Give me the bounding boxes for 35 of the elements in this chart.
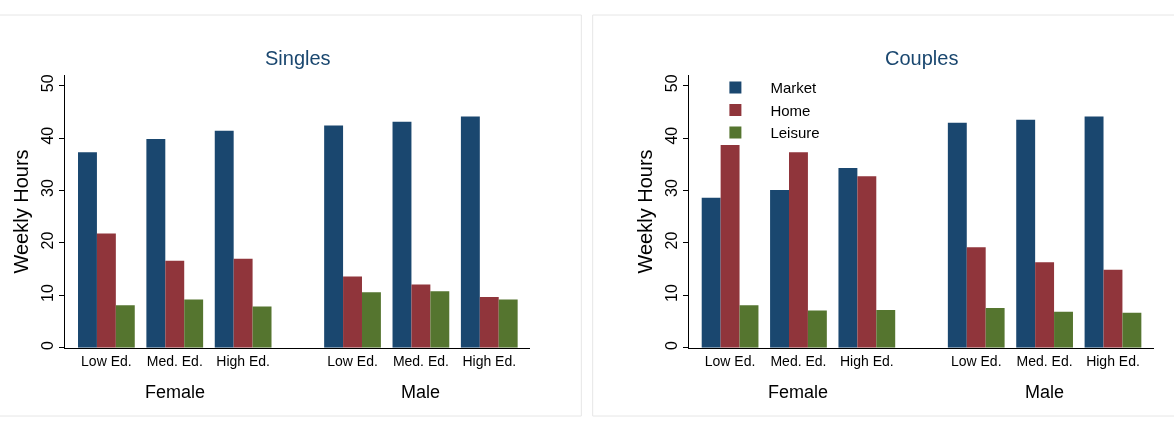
y-tick-label: 40 [662, 126, 680, 145]
y-tick-label: 50 [38, 74, 56, 93]
y-tick-label: 20 [662, 231, 680, 250]
chart-title: Couples [885, 47, 959, 69]
text: Female [768, 382, 829, 402]
y-tick-label: 10 [38, 283, 56, 302]
x-tick-label: Med. Ed. [392, 352, 449, 369]
y-tick-label: 30 [38, 179, 56, 198]
y-tick-label: 20 [38, 231, 56, 250]
legend-label: Leisure [770, 124, 820, 142]
chart-title: Singles [265, 47, 331, 69]
legend-label: Market [770, 79, 818, 97]
y-tick-label: 0 [662, 340, 680, 350]
x-tick-label: High Ed. [462, 352, 517, 369]
x-tick-label: Low Ed. [81, 352, 132, 369]
x-tick-label: Med. Ed. [1016, 352, 1073, 369]
text: Female [145, 382, 206, 402]
y-axis-title: Weekly Hours [634, 149, 657, 274]
y-tick-label: 0 [38, 340, 56, 350]
x-tick-label: Low Ed. [950, 352, 1002, 369]
y-tick-label: 30 [662, 179, 680, 198]
y-tick-label: 50 [662, 74, 680, 93]
y-tick-label: 40 [38, 126, 56, 145]
x-tick-label: High Ed. [839, 352, 894, 369]
text: Male [1025, 382, 1065, 402]
y-axis-title: Weekly Hours [10, 149, 33, 274]
x-tick-label: Low Ed. [704, 352, 756, 369]
x-tick-label: High Ed. [1086, 352, 1140, 369]
x-tick-label: High Ed. [216, 352, 270, 369]
x-tick-label: Low Ed. [327, 352, 378, 369]
x-tick-label: Med. Ed. [770, 352, 827, 369]
text: Male [401, 382, 441, 402]
legend-label: Home [770, 101, 811, 119]
y-tick-label: 10 [662, 283, 680, 302]
x-tick-label: Med. Ed. [146, 352, 203, 369]
